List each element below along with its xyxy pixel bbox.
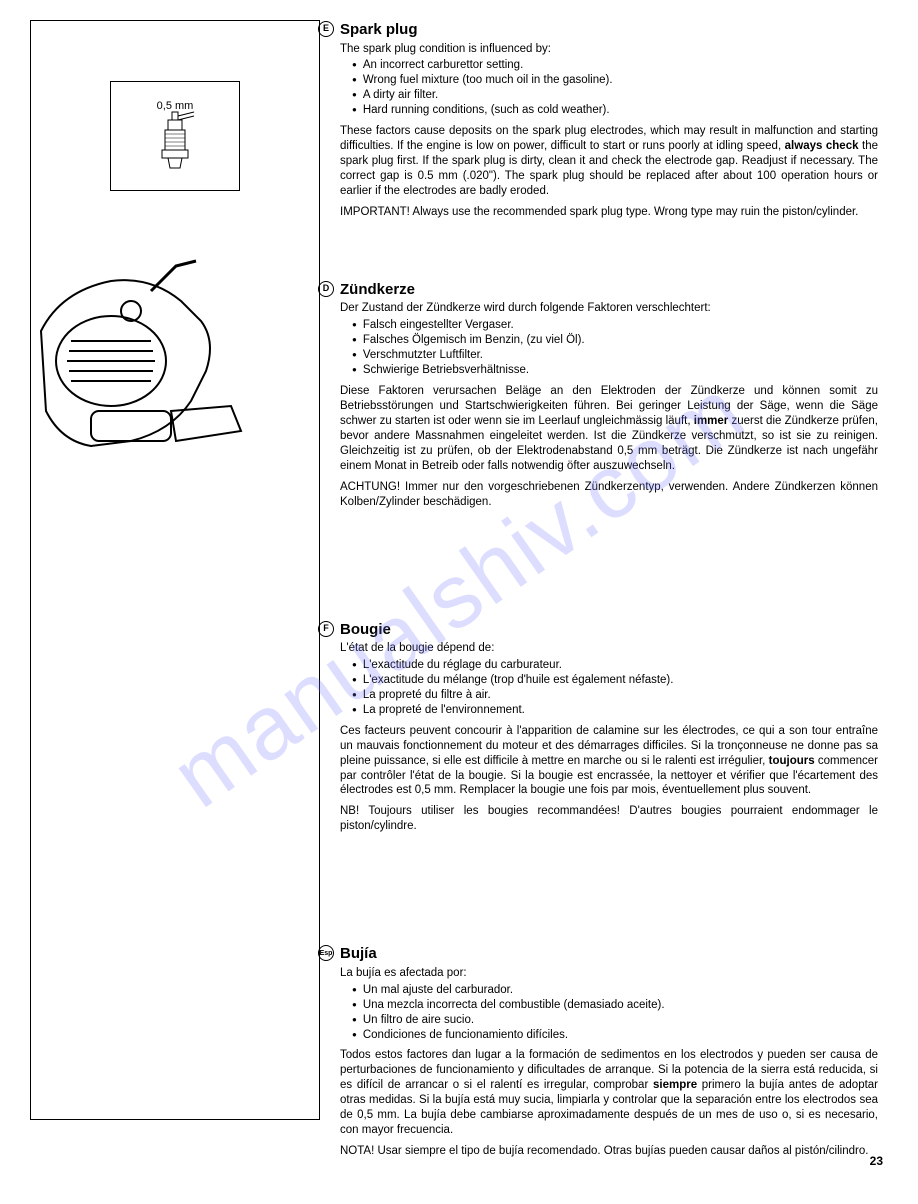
marker-e: E [318, 21, 334, 37]
page-number: 23 [870, 1154, 883, 1168]
title-f: Bougie [340, 620, 878, 640]
illustration-column: 0,5 mm [30, 20, 320, 1120]
bullet: Falsch eingestellter Vergaser. [352, 318, 878, 333]
section-french: F Bougie L'état de la bougie dépend de: … [340, 620, 878, 835]
page-content: 0,5 mm [30, 20, 888, 1204]
intro-e: The spark plug condition is influenced b… [340, 42, 878, 57]
para1-f: Ces facteurs peuvent concourir à l'appar… [340, 724, 878, 799]
bullets-esp: Un mal ajuste del carburador. Una mezcla… [340, 983, 878, 1043]
title-esp: Bujía [340, 944, 878, 964]
para1-e: These factors cause deposits on the spar… [340, 124, 878, 199]
marker-d: D [318, 281, 334, 297]
bullet: La propreté de l'environnement. [352, 703, 878, 718]
bullet: Falsches Ölgemisch im Benzin, (zu viel Ö… [352, 333, 878, 348]
title-e: Spark plug [340, 20, 878, 40]
bullets-e: An incorrect carburettor setting. Wrong … [340, 58, 878, 118]
title-d: Zündkerze [340, 280, 878, 300]
intro-d: Der Zustand der Zündkerze wird durch fol… [340, 301, 878, 316]
section-spanish: Esp Bujía La bujía es afectada por: Un m… [340, 944, 878, 1159]
para2-esp: NOTA! Usar siempre el tipo de bujía reco… [340, 1144, 878, 1159]
section-german: D Zündkerze Der Zustand der Zündkerze wi… [340, 280, 878, 510]
marker-esp: Esp [318, 945, 334, 961]
marker-f: F [318, 621, 334, 637]
bullets-f: L'exactitude du réglage du carburateur. … [340, 658, 878, 718]
bullets-d: Falsch eingestellter Vergaser. Falsches … [340, 318, 878, 378]
intro-f: L'état de la bougie dépend de: [340, 641, 878, 656]
para2-e: IMPORTANT! Always use the recommended sp… [340, 205, 878, 220]
para2-f: NB! Toujours utiliser les bougies recomm… [340, 804, 878, 834]
para1-esp: Todos estos factores dan lugar a la form… [340, 1048, 878, 1138]
bullet: Condiciones de funcionamiento difíciles. [352, 1028, 878, 1043]
bullet: Wrong fuel mixture (too much oil in the … [352, 73, 878, 88]
intro-esp: La bujía es afectada por: [340, 966, 878, 981]
gap-label: 0,5 mm [157, 100, 194, 112]
bullet: Una mezcla incorrecta del combustible (d… [352, 998, 878, 1013]
bullet: A dirty air filter. [352, 88, 878, 103]
para1-d: Diese Faktoren verursachen Beläge an den… [340, 384, 878, 474]
bullet: Hard running conditions, (such as cold w… [352, 103, 878, 118]
text-column: E Spark plug The spark plug condition is… [340, 20, 888, 1204]
bullet: Schwierige Betriebsverhältnisse. [352, 363, 878, 378]
bullet: L'exactitude du réglage du carburateur. [352, 658, 878, 673]
bullet: Un filtro de aire sucio. [352, 1013, 878, 1028]
spark-plug-diagram: 0,5 mm [110, 81, 240, 191]
bullet: La propreté du filtre à air. [352, 688, 878, 703]
bullet: L'exactitude du mélange (trop d'huile es… [352, 673, 878, 688]
chainsaw-illustration [31, 251, 321, 511]
spark-plug-icon [150, 110, 200, 180]
bullet: An incorrect carburettor setting. [352, 58, 878, 73]
para2-d: ACHTUNG! Immer nur den vorgeschriebenen … [340, 480, 878, 510]
bullet: Verschmutzter Luftfilter. [352, 348, 878, 363]
bullet: Un mal ajuste del carburador. [352, 983, 878, 998]
section-english: E Spark plug The spark plug condition is… [340, 20, 878, 220]
